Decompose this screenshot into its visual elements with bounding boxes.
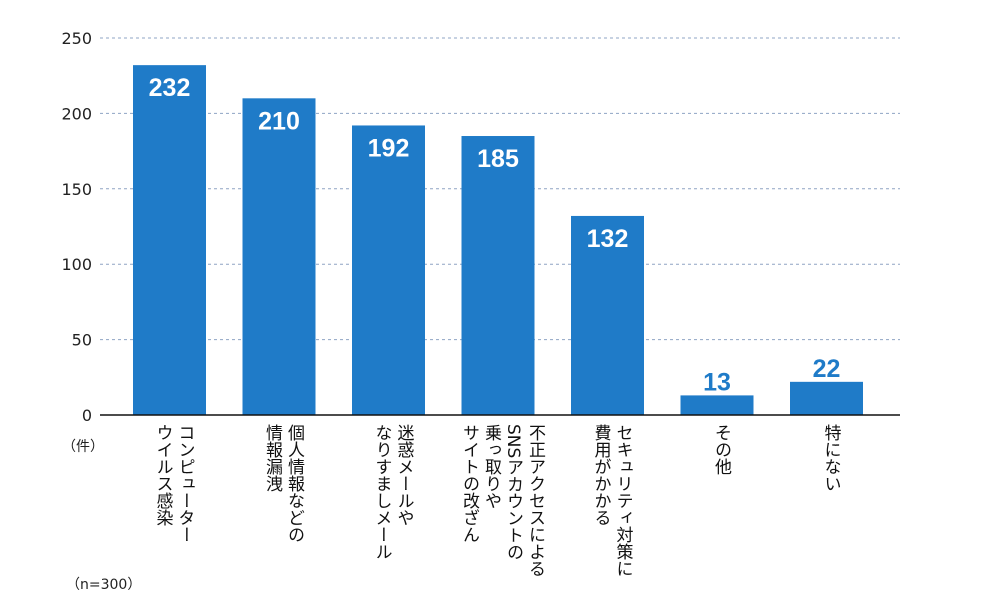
x-category-label: 不正アクセスによる SNSアカウントの 乗っ取りや サイトの改ざん [459,424,545,577]
x-category-label: 個人情報などの 情報漏洩 [262,424,304,543]
data-label: 232 [149,74,191,102]
bar [352,125,425,416]
data-label: 132 [587,225,629,253]
data-label: 13 [703,368,731,396]
bar [680,395,754,415]
bar [461,136,535,415]
bar [133,65,206,416]
data-label: 22 [813,355,841,383]
data-label: 210 [258,107,300,135]
bar [790,381,863,415]
x-category-label: その他 [711,424,731,475]
x-category-label: 迷惑メールや なりすましメール [371,424,414,560]
y-tick-label: 100 [61,255,92,274]
x-category-label: セキュリティ対策に 費用がかかる [590,424,633,577]
x-category-label: 特にない [820,424,841,492]
bar [571,215,644,415]
y-tick-label: 50 [72,331,92,350]
y-tick-label: 0 [82,406,92,425]
y-tick-label: 150 [61,180,92,199]
x-category-label: コンピューター ウイルス感染 [152,424,195,543]
y-tick-label: 250 [61,29,92,48]
y-tick-label: 200 [61,104,92,123]
bar [242,98,316,415]
sample-size-note: （n=300） [66,577,142,593]
data-label: 185 [477,145,519,173]
data-label: 192 [368,134,410,162]
y-axis-unit: （件） [62,439,104,455]
